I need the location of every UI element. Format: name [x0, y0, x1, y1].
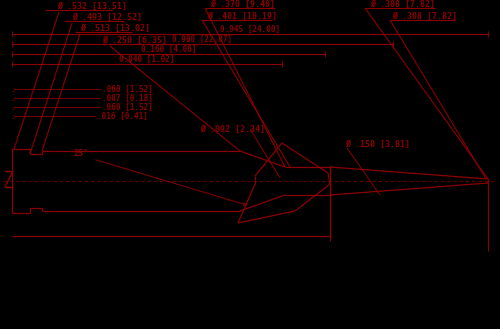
Text: .060 [1.52]: .060 [1.52]: [102, 103, 153, 112]
Text: Ø .308 [7.82]: Ø .308 [7.82]: [392, 12, 457, 20]
Text: .007 [0.18]: .007 [0.18]: [102, 93, 153, 103]
Text: .016 [0.41]: .016 [0.41]: [97, 112, 148, 120]
Text: 0.160 [4.06]: 0.160 [4.06]: [141, 44, 196, 54]
Text: Ø .493 [12.52]: Ø .493 [12.52]: [72, 13, 142, 21]
Text: Ø .308 [7.82]: Ø .308 [7.82]: [370, 0, 435, 9]
Text: Ø .250 [6.35]: Ø .250 [6.35]: [102, 36, 167, 44]
Text: 0.900 [22.87]: 0.900 [22.87]: [172, 35, 233, 43]
Text: .060 [1.52]: .060 [1.52]: [102, 85, 153, 93]
Text: 0.040 [1.02]: 0.040 [1.02]: [120, 55, 175, 63]
Text: Ø .370 [9.40]: Ø .370 [9.40]: [210, 0, 275, 9]
Text: Ø .401 [10.19]: Ø .401 [10.19]: [207, 12, 277, 20]
Text: Ø .532 [13.51]: Ø .532 [13.51]: [57, 2, 127, 11]
Text: Ø .150 [3.81]: Ø .150 [3.81]: [345, 139, 410, 148]
Text: Ø .513 [13.02]: Ø .513 [13.02]: [80, 23, 150, 33]
Text: 25°: 25°: [73, 149, 88, 159]
Text: 0.945 [24.00]: 0.945 [24.00]: [220, 24, 280, 34]
Text: Ø .092 [2.34]: Ø .092 [2.34]: [200, 124, 265, 134]
